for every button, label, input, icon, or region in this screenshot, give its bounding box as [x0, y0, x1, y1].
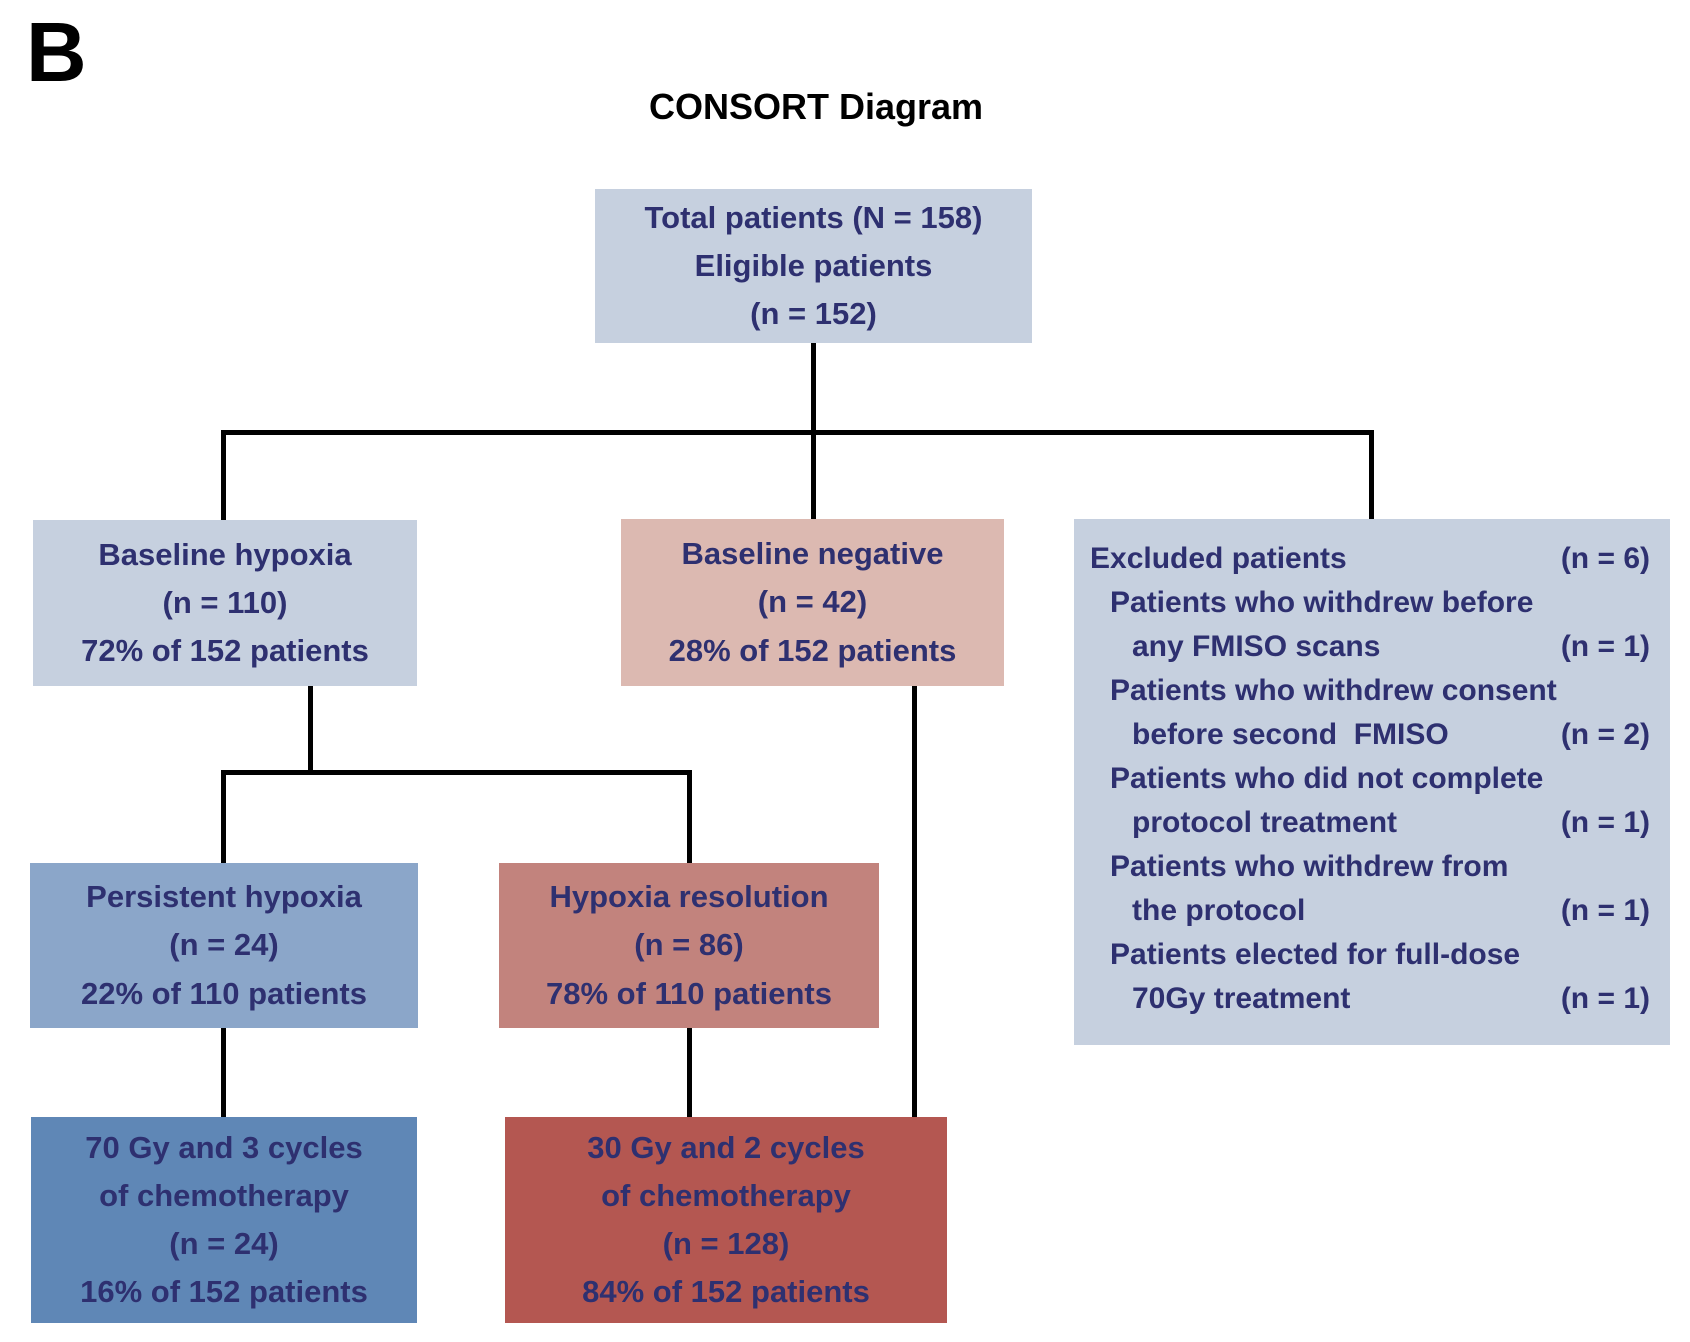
excluded-row: any FMISO scans (n = 1) [1090, 625, 1650, 669]
baseline-negative-line: 28% of 152 patients [668, 632, 957, 668]
excluded-row-count: (n = 2) [1560, 718, 1650, 751]
excluded-row-text: any FMISO scans [1132, 630, 1381, 663]
treatment-30gy-line: 30 Gy and 2 cycles [587, 1129, 865, 1165]
persistent-hypoxia-line: Persistent hypoxia [86, 879, 362, 915]
persistent-hypoxia-box: Persistent hypoxia (n = 24) 22% of 110 p… [30, 863, 418, 1028]
excluded-row: Patients who withdrew before [1090, 581, 1650, 625]
total-patients-line: (n = 152) [750, 296, 877, 332]
total-patients-line: Total patients (N = 158) [644, 199, 983, 235]
excluded-row: Patients who withdrew from [1090, 845, 1650, 889]
treatment-70gy-box: 70 Gy and 3 cycles of chemotherapy (n = … [31, 1117, 417, 1323]
persistent-hypoxia-line: (n = 24) [169, 927, 279, 963]
treatment-70gy-line: 16% of 152 patients [80, 1274, 368, 1310]
baseline-negative-line: (n = 42) [757, 584, 868, 620]
connector-branch-horizontal [221, 430, 1374, 435]
baseline-negative-box: Baseline negative (n = 42) 28% of 152 pa… [621, 519, 1004, 686]
baseline-hypoxia-line: (n = 110) [162, 584, 288, 620]
connector-persistent-to-70gy [221, 1026, 226, 1119]
treatment-30gy-box: 30 Gy and 2 cycles of chemotherapy (n = … [505, 1117, 947, 1323]
connector-resolution-to-30gy [687, 1026, 692, 1119]
excluded-row-text: Patients who withdrew before [1110, 586, 1534, 619]
diagram-title: CONSORT Diagram [648, 86, 984, 127]
excluded-row-count: (n = 1) [1560, 894, 1650, 927]
baseline-hypoxia-line: 72% of 152 patients [81, 633, 369, 669]
connector-baseline-negative-to-30gy [912, 684, 917, 1119]
hypoxia-resolution-box: Hypoxia resolution (n = 86) 78% of 110 p… [499, 863, 879, 1028]
excluded-row: protocol treatment (n = 1) [1090, 801, 1650, 845]
excluded-row: Patients who withdrew consent [1090, 669, 1650, 713]
baseline-hypoxia-box: Baseline hypoxia (n = 110) 72% of 152 pa… [33, 520, 417, 686]
excluded-row-text: the protocol [1132, 894, 1306, 927]
connector-baseline-hypoxia-down [308, 684, 313, 775]
hypoxia-resolution-line: (n = 86) [634, 927, 744, 963]
excluded-row: before second FMISO (n = 2) [1090, 713, 1650, 757]
excluded-row-text: Patients who did not complete [1110, 762, 1544, 795]
persistent-hypoxia-line: 22% of 110 patients [80, 975, 367, 1011]
treatment-30gy-line: 84% of 152 patients [582, 1274, 870, 1310]
figure-panel-label: B [26, 5, 87, 99]
excluded-row-count: (n = 1) [1560, 982, 1650, 1015]
excluded-row: the protocol (n = 1) [1090, 889, 1650, 933]
excluded-row-text: 70Gy treatment [1132, 982, 1351, 1015]
hypoxia-resolution-line: Hypoxia resolution [549, 879, 829, 915]
baseline-hypoxia-line: Baseline hypoxia [98, 536, 352, 572]
excluded-row: 70Gy treatment (n = 1) [1090, 977, 1650, 1021]
total-patients-box: Total patients (N = 158) Eligible patien… [595, 189, 1032, 343]
connector-fork-horizontal [221, 770, 692, 775]
excluded-row: Patients who did not complete [1090, 757, 1650, 801]
excluded-row-text: Patients who withdrew from [1110, 850, 1509, 883]
baseline-negative-line: Baseline negative [681, 536, 944, 572]
treatment-70gy-line: of chemotherapy [99, 1177, 349, 1213]
total-patients-line: Eligible patients [694, 247, 933, 283]
treatment-70gy-line: (n = 24) [169, 1226, 279, 1261]
excluded-row: Excluded patients (n = 6) [1090, 537, 1650, 581]
connector-fork-to-persistent-hypoxia [221, 770, 226, 865]
excluded-row-text: protocol treatment [1132, 806, 1398, 839]
hypoxia-resolution-line: 78% of 110 patients [545, 975, 832, 1011]
excluded-row-text: Excluded patients [1090, 542, 1347, 575]
treatment-30gy-line: of chemotherapy [601, 1177, 851, 1213]
excluded-row-text: Patients elected for full-dose [1110, 938, 1521, 971]
excluded-row-count: (n = 6) [1560, 542, 1650, 575]
connector-branch-to-excluded [1369, 430, 1374, 522]
connector-fork-to-hypoxia-resolution [687, 770, 692, 865]
excluded-row-text: Patients who withdrew consent [1110, 674, 1557, 707]
treatment-70gy-line: 70 Gy and 3 cycles [85, 1129, 363, 1165]
excluded-patients-box: Excluded patients (n = 6) Patients who w… [1074, 519, 1670, 1045]
excluded-row-count: (n = 1) [1560, 806, 1650, 839]
excluded-row: Patients elected for full-dose [1090, 933, 1650, 977]
excluded-row-text: before second FMISO [1132, 718, 1449, 751]
excluded-row-count: (n = 1) [1560, 630, 1650, 663]
connector-branch-to-baseline-hypoxia [221, 430, 226, 522]
treatment-30gy-line: (n = 128) [662, 1226, 790, 1261]
